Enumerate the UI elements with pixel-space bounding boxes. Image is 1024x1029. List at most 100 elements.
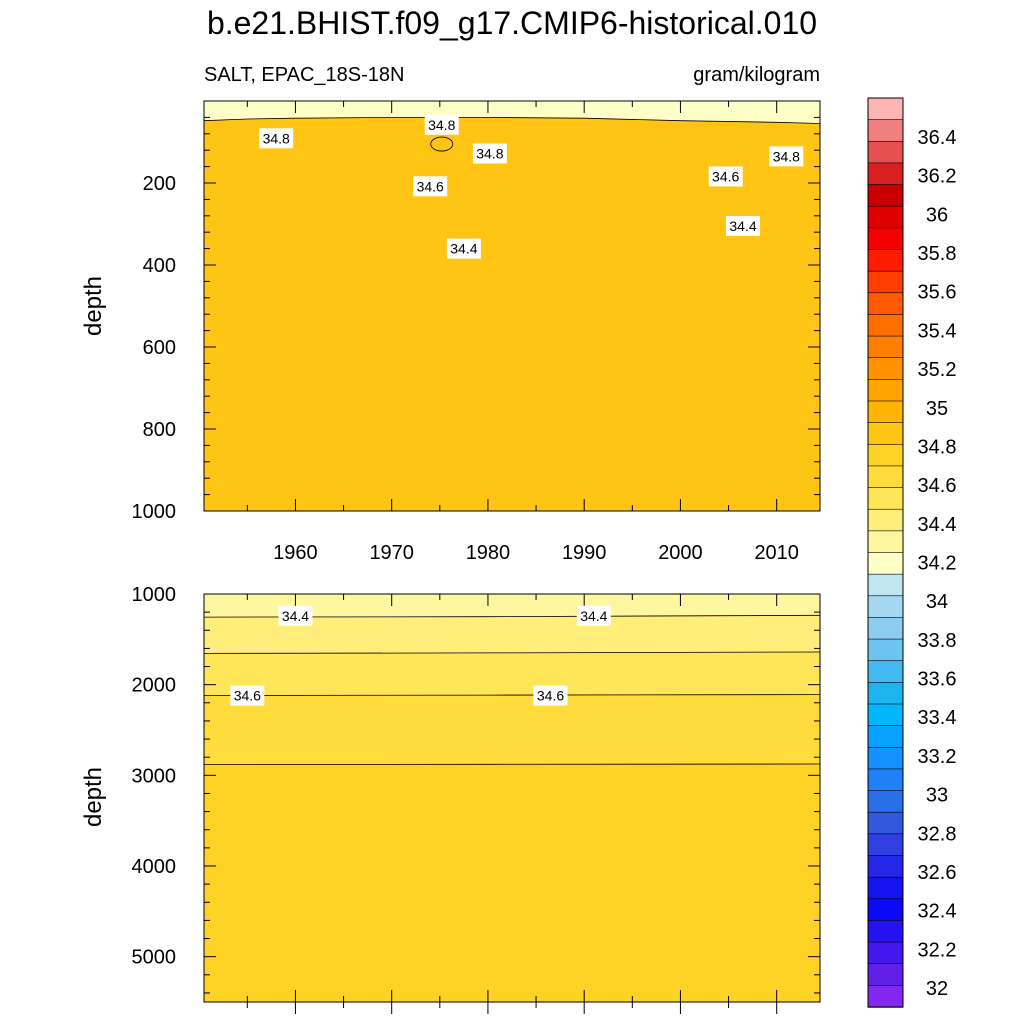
x-tick-label: 1960 (273, 542, 318, 564)
contour-label: 34.8 (263, 130, 290, 146)
x-tick-label: 1990 (562, 542, 607, 564)
contour-label: 34.6 (417, 178, 444, 194)
colorbar-swatch (867, 595, 904, 619)
colorbar-label: 34 (926, 591, 948, 613)
colorbar-swatch (867, 898, 904, 922)
contour-line (204, 117, 820, 124)
colorbar-swatch (867, 963, 904, 987)
colorbar-swatch (867, 746, 904, 770)
colorbar-swatch (867, 443, 904, 467)
y-tick-label: 1000 (132, 584, 177, 606)
contour-label: 34.6 (537, 688, 564, 704)
colorbar-swatch (867, 292, 904, 316)
contour-line (204, 651, 820, 654)
colorbar-swatch (867, 530, 904, 554)
colorbar-label: 33.8 (918, 630, 957, 652)
contour-label: 34.6 (712, 168, 739, 184)
colorbar-label: 36 (926, 204, 948, 226)
colorbar-swatch (867, 811, 904, 835)
colorbar-swatch (867, 314, 904, 337)
colorbar-label: 32 (926, 978, 948, 1000)
contour-label-box (259, 128, 294, 149)
colorbar-label: 32.8 (918, 823, 957, 845)
y-tick-label: 800 (143, 419, 176, 441)
colorbar-label: 34.8 (918, 436, 957, 458)
contour-label-box (533, 685, 568, 706)
colorbar-swatch (867, 638, 904, 662)
contour-label-box (576, 605, 611, 626)
colorbar-swatch (867, 205, 904, 229)
colorbar: 36.4 36.2 36 35.8 35.6 35.4 35.2 35 34.8 34.6 34.4… (867, 97, 957, 1008)
contour-closed-loop (430, 136, 454, 152)
x-tick-label: 2000 (658, 542, 703, 564)
colorbar-swatch (867, 682, 904, 705)
contour-fill-34.7-34.8 (204, 764, 820, 1002)
colorbar-label: 33.2 (918, 746, 957, 768)
colorbar-swatch (867, 97, 904, 121)
contour-label-box (278, 605, 313, 626)
y-tick-label: 5000 (132, 947, 177, 969)
colorbar-label: 32.2 (918, 939, 957, 961)
colorbar-swatch (867, 422, 904, 445)
colorbar-swatch (867, 617, 904, 640)
colorbar-frame (867, 97, 904, 1008)
colorbar-swatch (867, 941, 904, 965)
colorbar-label: 34.4 (918, 514, 957, 536)
colorbar-swatch (867, 400, 904, 424)
contour-label: 34.8 (476, 145, 503, 161)
contour-label: 34.4 (450, 241, 477, 257)
colorbar-label: 35.4 (918, 320, 957, 342)
colorbar-swatch (867, 855, 904, 878)
y-tick-label: 400 (143, 255, 176, 277)
colorbar-swatch (867, 876, 904, 900)
colorbar-swatch (867, 119, 904, 142)
colorbar-label: 35.6 (918, 282, 957, 304)
colorbar-label: 33.4 (918, 707, 957, 729)
colorbar-label: 34.6 (918, 475, 957, 497)
y-tick-label: 200 (143, 173, 176, 195)
y-tick-label: 2000 (132, 675, 177, 697)
colorbar-swatch (867, 249, 904, 272)
contour-label: 34.8 (773, 148, 800, 164)
contour-line (204, 694, 820, 696)
colorbar-swatch (867, 703, 904, 727)
lower-contour-panel: 1000 2000 3000 4000 5000 34.4 34.4 34.6 34.6 (132, 584, 821, 1014)
contour-line (204, 763, 820, 765)
colorbar-swatch (867, 573, 904, 597)
colorbar-label: 35.2 (918, 359, 957, 381)
colorbar-swatch (867, 985, 904, 1008)
contour-label: 34.6 (234, 688, 261, 704)
colorbar-label: 32.4 (918, 901, 957, 923)
colorbar-label: 35.8 (918, 243, 957, 265)
colorbar-swatch (867, 227, 904, 251)
y-tick-label: 600 (143, 337, 176, 359)
upper-y-axis-label: depth (80, 276, 107, 336)
colorbar-swatch (867, 768, 904, 792)
contour-label-box (424, 114, 459, 135)
colorbar-swatch (867, 465, 904, 489)
contour-label-box (708, 166, 743, 187)
colorbar-swatch (867, 357, 904, 381)
lower-y-axis-label: depth (80, 767, 107, 827)
colorbar-swatch (867, 660, 904, 684)
colorbar-label: 32.6 (918, 862, 957, 884)
subtitle-variable: SALT, EPAC_18S-18N (204, 64, 404, 86)
chart-title: b.e21.BHIST.f09_g17.CMIP6-historical.010 (207, 5, 817, 41)
colorbar-label: 33 (926, 785, 948, 807)
contour-label: 34.4 (729, 218, 756, 234)
contour-label-box (230, 685, 265, 706)
y-tick-label: 1000 (132, 501, 177, 523)
contour-label-box (472, 143, 507, 164)
x-tick-label: 2010 (754, 542, 799, 564)
colorbar-label: 36.4 (918, 127, 957, 149)
colorbar-swatch (867, 552, 904, 575)
upper-contour-panel: 1960 1970 1980 1990 2000 2010 200 400 600 800 1000… (132, 100, 821, 564)
subtitle-units: gram/kilogram (693, 64, 820, 86)
plot-frame (203, 593, 821, 1003)
contour-label-box (413, 176, 448, 197)
colorbar-swatch (867, 487, 904, 510)
colorbar-swatch (867, 920, 904, 943)
plot-frame (203, 100, 821, 512)
x-tick-label: 1980 (466, 542, 511, 564)
